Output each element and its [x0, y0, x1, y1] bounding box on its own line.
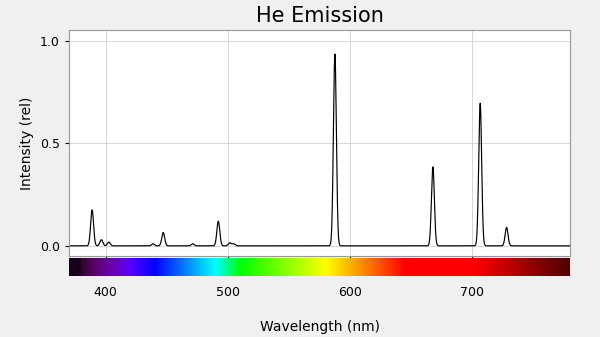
Text: 500: 500 — [216, 286, 240, 300]
Text: 700: 700 — [460, 286, 484, 300]
Text: Wavelength (nm): Wavelength (nm) — [260, 319, 380, 334]
Y-axis label: Intensity (rel): Intensity (rel) — [20, 96, 34, 190]
Text: 600: 600 — [338, 286, 362, 300]
Text: 400: 400 — [94, 286, 118, 300]
Title: He Emission: He Emission — [256, 6, 383, 26]
